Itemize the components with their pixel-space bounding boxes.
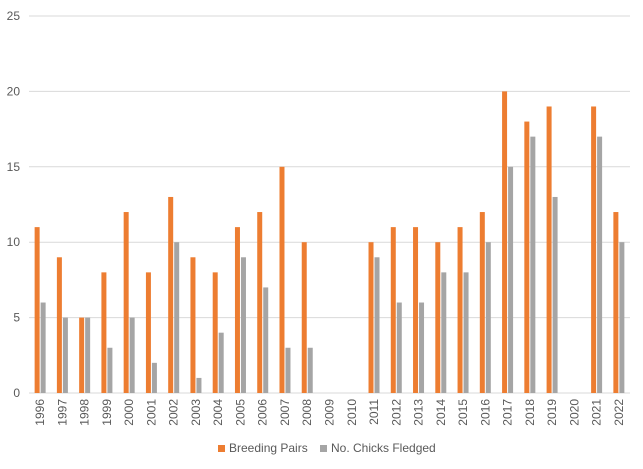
bar-chicks-fledged [151, 362, 157, 393]
bar-breeding-pairs [502, 91, 508, 394]
bar-chicks-fledged [129, 317, 135, 393]
bar-breeding-pairs [413, 227, 419, 393]
bar-breeding-pairs [145, 272, 151, 393]
bar-chicks-fledged [196, 377, 202, 393]
x-tick-label: 2020 [567, 399, 581, 426]
bar-chicks-fledged [174, 242, 180, 393]
bar-chicks-fledged [463, 272, 469, 393]
bar-breeding-pairs [279, 166, 285, 393]
legend-swatch-breeding-pairs [218, 445, 225, 452]
legend-swatch-chicks-fledged [320, 445, 327, 452]
bar-breeding-pairs [613, 212, 619, 393]
bar-breeding-pairs [457, 227, 463, 393]
bar-chicks-fledged [441, 272, 447, 393]
bar-chicks-fledged [285, 347, 291, 393]
x-tick-label: 2013 [412, 399, 426, 426]
bar-breeding-pairs [34, 227, 40, 393]
bar-breeding-pairs [123, 212, 129, 393]
bar-breeding-pairs [591, 106, 597, 393]
x-tick-label: 2006 [256, 399, 270, 426]
x-tick-label: 2014 [434, 399, 448, 426]
bar-chicks-fledged [396, 302, 402, 393]
bar-chicks-fledged [307, 347, 313, 393]
bar-chicks-fledged [597, 136, 603, 393]
bar-chicks-fledged [485, 242, 491, 393]
x-tick-label: 2005 [233, 399, 247, 426]
x-tick-label: 2008 [300, 399, 314, 426]
legend-label-chicks-fledged: No. Chicks Fledged [331, 441, 436, 455]
x-tick-label: 2017 [501, 399, 515, 426]
bar-breeding-pairs [479, 212, 485, 393]
x-tick-label: 1996 [33, 399, 47, 426]
bar-chicks-fledged [218, 332, 224, 393]
x-tick-label: 2012 [389, 399, 403, 426]
bar-chicks-fledged [40, 302, 46, 393]
y-tick-label: 25 [7, 9, 21, 23]
x-tick-label: 2007 [278, 399, 292, 426]
y-tick-label: 5 [13, 311, 20, 325]
x-tick-label: 1998 [78, 399, 92, 426]
bar-breeding-pairs [56, 257, 62, 393]
x-tick-label: 2002 [167, 399, 181, 426]
y-tick-label: 20 [7, 84, 21, 98]
bar-breeding-pairs [546, 106, 552, 393]
x-tick-label: 2001 [144, 399, 158, 426]
x-axis-ticks: 1996 1997 1998 1999 2000 2001 2002 2003 2004 2005… [33, 399, 626, 426]
x-tick-label: 2011 [367, 399, 381, 425]
bar-breeding-pairs [301, 242, 307, 393]
x-tick-label: 2022 [612, 399, 626, 426]
legend-label-breeding-pairs: Breeding Pairs [229, 441, 308, 455]
bar-breeding-pairs [190, 257, 196, 393]
y-tick-label: 10 [7, 235, 21, 249]
bar-chicks-fledged [530, 136, 536, 393]
bar-chicks-fledged [263, 287, 269, 393]
x-tick-label: 2018 [523, 399, 537, 426]
y-tick-label: 15 [7, 160, 21, 174]
bar-breeding-pairs [168, 196, 174, 393]
x-tick-label: 1999 [100, 399, 114, 426]
bar-breeding-pairs [524, 121, 530, 393]
bars [34, 91, 625, 394]
x-tick-label: 2019 [545, 399, 559, 426]
x-tick-label: 2009 [323, 399, 337, 426]
grid-lines [29, 15, 630, 394]
x-tick-label: 2016 [478, 399, 492, 426]
x-tick-label: 1997 [55, 399, 69, 426]
x-tick-label: 2004 [211, 399, 225, 426]
bar-chicks-fledged [240, 257, 246, 393]
bar-breeding-pairs [257, 212, 263, 393]
bar-breeding-pairs [101, 272, 107, 393]
bar-breeding-pairs [435, 242, 441, 393]
bar-chicks-fledged [107, 347, 113, 393]
bar-chicks-fledged [619, 242, 625, 393]
y-axis-ticks: 0 5 10 15 20 25 [7, 9, 21, 400]
bar-breeding-pairs [368, 242, 374, 393]
bar-chicks-fledged [62, 317, 68, 393]
x-tick-label: 2015 [456, 399, 470, 426]
bar-breeding-pairs [212, 272, 218, 393]
legend: Breeding Pairs No. Chicks Fledged [218, 441, 436, 455]
bar-chicks-fledged [508, 166, 514, 393]
bar-chicks-fledged [552, 196, 558, 393]
x-tick-label: 2021 [590, 399, 604, 426]
bar-breeding-pairs [390, 227, 396, 393]
x-tick-label: 2003 [189, 399, 203, 426]
bar-breeding-pairs [234, 227, 240, 393]
bar-breeding-pairs [79, 317, 85, 393]
x-tick-label: 2000 [122, 399, 136, 426]
bar-chicks-fledged [419, 302, 425, 393]
x-tick-label: 2010 [345, 399, 359, 426]
bar-chicks-fledged [85, 317, 91, 393]
bar-chicks-fledged [374, 257, 380, 393]
y-tick-label: 0 [13, 386, 20, 400]
